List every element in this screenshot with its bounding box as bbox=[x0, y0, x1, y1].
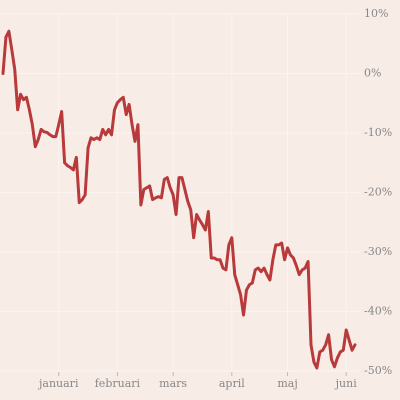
y-tick-label: -50% bbox=[364, 364, 392, 377]
x-tick-label: januari bbox=[37, 377, 79, 390]
y-tick-label: -20% bbox=[364, 186, 392, 199]
x-tick-label: juni bbox=[334, 377, 358, 390]
y-tick-label: -10% bbox=[364, 126, 392, 139]
y-tick-label: 0% bbox=[364, 67, 381, 80]
x-tick-label: februari bbox=[95, 377, 141, 390]
x-tick-label: mars bbox=[159, 377, 187, 390]
line-series bbox=[1, 29, 357, 370]
y-tick-label: 10% bbox=[364, 7, 388, 20]
y-tick-label: -40% bbox=[364, 305, 392, 318]
x-tick-label: april bbox=[219, 377, 245, 390]
y-tick-label: -30% bbox=[364, 245, 392, 258]
x-tick-label: maj bbox=[277, 377, 297, 390]
